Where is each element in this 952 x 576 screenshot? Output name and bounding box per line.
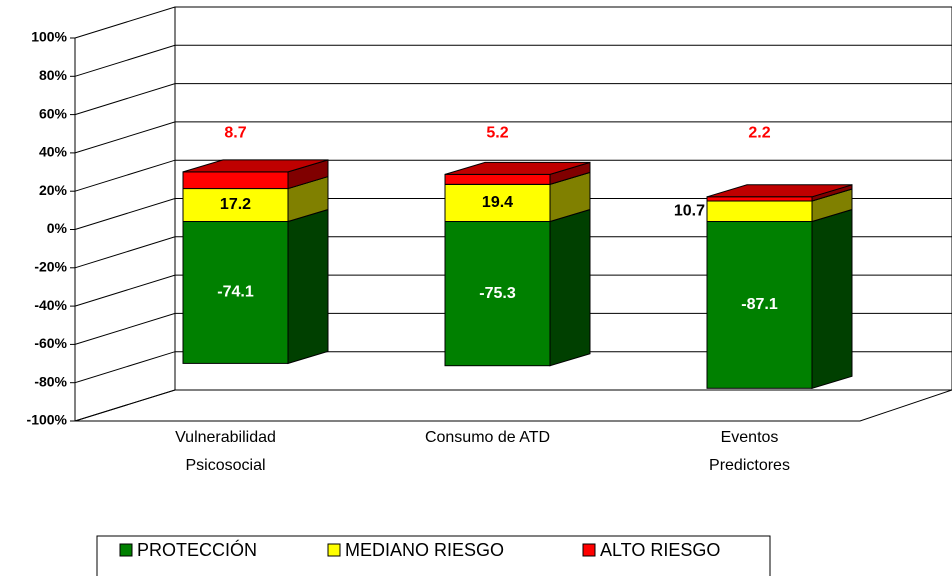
y-tick-label: 20% [39, 182, 68, 198]
y-tick-label: -40% [34, 297, 67, 313]
grid-line [74, 312, 952, 345]
bar-side [811, 208, 853, 389]
data-label: 2.2 [748, 125, 770, 142]
grid-line [74, 83, 952, 116]
data-label: 8.7 [224, 125, 246, 142]
bar-top [706, 184, 853, 198]
x-tick-label: Eventos Predictores [709, 429, 790, 474]
data-label: 19.4 [482, 194, 513, 211]
grid-line [74, 236, 952, 269]
y-tick-label: 100% [31, 29, 67, 45]
legend-swatch [327, 543, 341, 557]
grid-line [74, 351, 952, 384]
grid-line [74, 44, 952, 77]
bar-top [182, 159, 329, 173]
legend-label: MEDIANO RIESGO [345, 540, 504, 560]
bar-side [549, 208, 591, 367]
grid-line [74, 159, 952, 192]
data-label: 17.2 [220, 196, 251, 213]
bar [706, 221, 813, 389]
y-tick-label: -60% [34, 335, 67, 351]
data-label: -87.1 [741, 296, 778, 313]
x-tick-label: Consumo de ATD [424, 429, 551, 446]
bar [706, 196, 813, 202]
bar [182, 171, 289, 190]
bar-top [444, 161, 591, 175]
grid-line [74, 274, 952, 307]
bar [706, 200, 813, 223]
grid-line [74, 198, 952, 230]
y-tick-label: 80% [39, 67, 68, 83]
grid-line [74, 389, 952, 422]
legend-swatch [582, 543, 596, 557]
data-label: 5.2 [486, 125, 508, 142]
x-tick-label: Vulnerabilidad Psicosocial [175, 429, 276, 474]
data-label: -75.3 [479, 285, 516, 302]
bar-side [287, 208, 329, 365]
y-tick-label: -20% [34, 259, 67, 275]
data-label: 10.7 [674, 202, 705, 219]
floor [74, 389, 952, 422]
grid-line [74, 121, 952, 154]
y-tick-label: -100% [27, 412, 68, 428]
bar [182, 221, 289, 364]
y-tick-label: -80% [34, 373, 67, 389]
legend-swatch [119, 543, 133, 557]
y-tick-label: 0% [47, 220, 68, 236]
legend-label: PROTECCIÓN [137, 539, 257, 560]
legend-box [96, 535, 771, 576]
grid-line [74, 6, 952, 39]
bar [444, 173, 551, 185]
legend-label: ALTO RIESGO [600, 540, 720, 560]
y-tick-label: 40% [39, 144, 68, 160]
y-tick-label: 60% [39, 105, 68, 121]
data-label: -74.1 [217, 284, 254, 301]
